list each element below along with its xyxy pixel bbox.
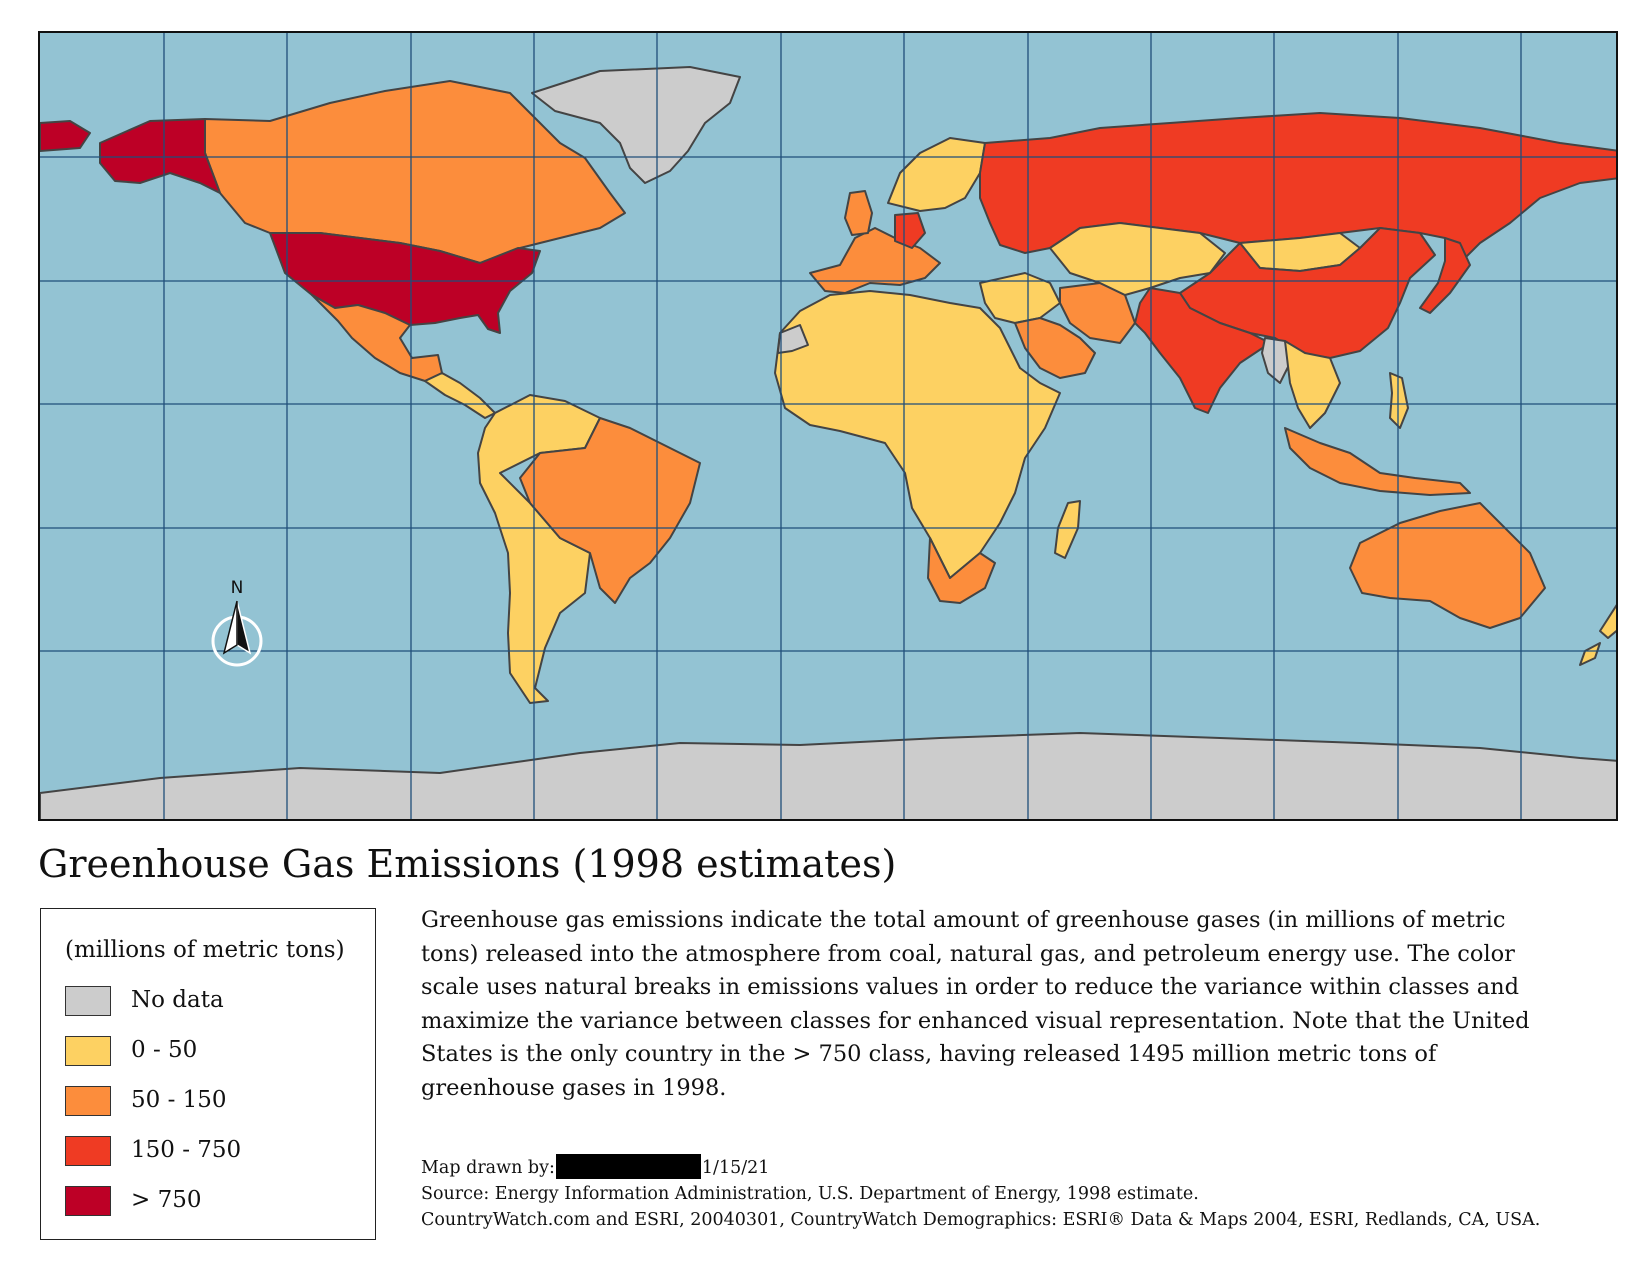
legend-swatch <box>65 986 111 1016</box>
region-mexico <box>311 294 443 382</box>
legend-label: No data <box>131 987 224 1013</box>
region-indonesia <box>1284 427 1471 496</box>
region-canada <box>204 80 626 264</box>
map-title: Greenhouse Gas Emissions (1998 estimates… <box>38 842 897 886</box>
legend-swatch <box>65 1036 111 1066</box>
region-africa <box>774 290 1061 579</box>
drawn-date: 1/15/21 <box>701 1158 770 1178</box>
region-alaska <box>99 118 221 194</box>
region-united-kingdom <box>844 190 873 236</box>
world-map: N <box>38 31 1618 821</box>
region-saudi-arabia <box>1014 317 1096 379</box>
legend: (millions of metric tons) No data 0 - 50… <box>40 908 376 1240</box>
region-germany <box>894 212 926 249</box>
redacted-name <box>555 1154 701 1179</box>
legend-swatch <box>65 1186 111 1216</box>
region-western-sahara <box>777 324 809 354</box>
legend-label: 0 - 50 <box>131 1037 198 1063</box>
legend-label: 50 - 150 <box>131 1087 227 1113</box>
region-south-africa <box>927 537 996 604</box>
map-canvas: N <box>40 33 1616 819</box>
data-credit-line: CountryWatch.com and ESRI, 20040301, Cou… <box>421 1210 1541 1230</box>
region-alaska-west <box>40 120 91 152</box>
region-philippines <box>1389 372 1409 429</box>
north-arrow-icon: N <box>211 578 263 667</box>
region-brazil <box>519 417 701 604</box>
legend-swatch <box>65 1136 111 1166</box>
legend-title: (millions of metric tons) <box>65 937 345 963</box>
north-arrow-label: N <box>231 578 244 598</box>
region-southeast-asia <box>1284 340 1341 429</box>
region-australia <box>1349 502 1546 629</box>
region-new-zealand <box>1579 604 1616 666</box>
region-japan <box>1419 237 1471 314</box>
region-antarctica <box>40 732 1616 819</box>
legend-swatch <box>65 1086 111 1116</box>
credits: Map drawn by: 1/15/21 Source: Energy Info… <box>421 1154 1540 1233</box>
region-greenland <box>531 66 741 184</box>
legend-label: > 750 <box>131 1187 202 1213</box>
map-description: Greenhouse gas emissions indicate the to… <box>421 907 1530 1101</box>
legend-label: 150 - 750 <box>131 1137 242 1163</box>
drawn-by-line: Map drawn by: 1/15/21 <box>421 1154 1540 1181</box>
region-india <box>1134 287 1271 414</box>
graticule <box>40 33 1616 819</box>
source-line: Source: Energy Information Administratio… <box>421 1184 1199 1204</box>
drawn-by-prefix: Map drawn by: <box>421 1158 555 1178</box>
